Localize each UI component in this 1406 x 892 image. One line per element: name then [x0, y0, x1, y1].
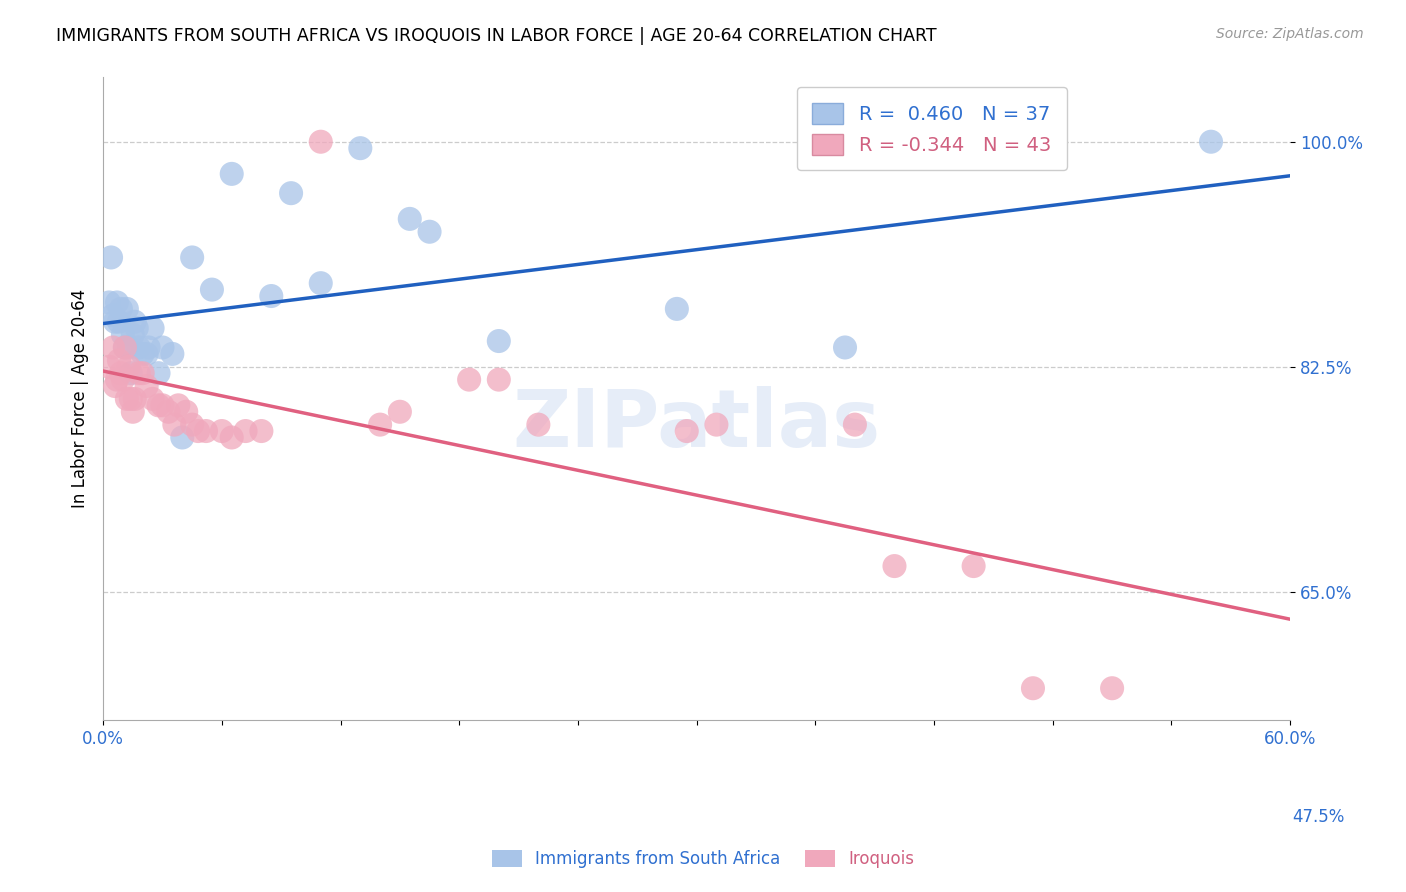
Point — [114, 341, 136, 355]
Legend: R =  0.460   N = 37, R = -0.344   N = 43: R = 0.460 N = 37, R = -0.344 N = 43 — [797, 87, 1067, 170]
Text: ZIPatlas: ZIPatlas — [513, 385, 880, 464]
Point — [488, 373, 510, 387]
Point — [527, 417, 550, 432]
Point — [1199, 135, 1222, 149]
Text: IMMIGRANTS FROM SOUTH AFRICA VS IROQUOIS IN LABOR FORCE | AGE 20-64 CORRELATION : IMMIGRANTS FROM SOUTH AFRICA VS IROQUOIS… — [56, 27, 936, 45]
Point — [101, 341, 124, 355]
Point — [181, 417, 204, 432]
Point — [110, 366, 132, 380]
Point — [163, 417, 186, 432]
Point — [201, 283, 224, 297]
Text: Source: ZipAtlas.com: Source: ZipAtlas.com — [1216, 27, 1364, 41]
Point — [108, 315, 131, 329]
Point — [152, 398, 174, 412]
Point — [121, 405, 143, 419]
Point — [121, 327, 143, 342]
Point — [309, 135, 332, 149]
Point — [111, 373, 134, 387]
Point — [138, 341, 160, 355]
Point — [368, 417, 391, 432]
Point — [115, 301, 138, 316]
Point — [665, 301, 688, 316]
Point — [111, 327, 134, 342]
Point — [221, 430, 243, 444]
Point — [235, 424, 257, 438]
Point — [131, 366, 153, 380]
Point — [108, 353, 131, 368]
Point — [260, 289, 283, 303]
Point — [844, 417, 866, 432]
Point — [100, 251, 122, 265]
Point — [118, 359, 141, 374]
Point — [105, 373, 128, 387]
Point — [128, 366, 150, 380]
Point — [834, 341, 856, 355]
Point — [115, 392, 138, 406]
Point — [1022, 681, 1045, 696]
Point — [157, 405, 180, 419]
Point — [675, 424, 697, 438]
Point — [280, 186, 302, 201]
Point — [98, 359, 121, 374]
Point — [104, 379, 127, 393]
Point — [148, 366, 170, 380]
Point — [1101, 681, 1123, 696]
Point — [211, 424, 233, 438]
Point — [101, 309, 124, 323]
Text: 47.5%: 47.5% — [1292, 808, 1346, 826]
Point — [120, 392, 142, 406]
Point — [250, 424, 273, 438]
Point — [148, 398, 170, 412]
Point — [181, 251, 204, 265]
Point — [388, 405, 411, 419]
Point — [104, 315, 127, 329]
Point — [124, 392, 146, 406]
Point — [118, 341, 141, 355]
Point — [110, 301, 132, 316]
Point — [883, 559, 905, 574]
Point — [114, 341, 136, 355]
Point — [120, 366, 142, 380]
Point — [142, 321, 165, 335]
Point — [398, 211, 420, 226]
Point — [195, 424, 218, 438]
Point — [174, 405, 197, 419]
Legend: Immigrants from South Africa, Iroquois: Immigrants from South Africa, Iroquois — [485, 843, 921, 875]
Point — [124, 315, 146, 329]
Point — [105, 295, 128, 310]
Point — [128, 341, 150, 355]
Point — [98, 295, 121, 310]
Point — [419, 225, 441, 239]
Point — [349, 141, 371, 155]
Point — [135, 347, 157, 361]
Point — [142, 392, 165, 406]
Point — [152, 341, 174, 355]
Point — [125, 321, 148, 335]
Point — [962, 559, 984, 574]
Point — [167, 398, 190, 412]
Point — [309, 276, 332, 290]
Point — [706, 417, 728, 432]
Point — [488, 334, 510, 348]
Point — [458, 373, 481, 387]
Point — [135, 379, 157, 393]
Y-axis label: In Labor Force | Age 20-64: In Labor Force | Age 20-64 — [72, 289, 89, 508]
Point — [162, 347, 184, 361]
Point — [131, 347, 153, 361]
Point — [221, 167, 243, 181]
Point — [187, 424, 209, 438]
Point — [172, 430, 194, 444]
